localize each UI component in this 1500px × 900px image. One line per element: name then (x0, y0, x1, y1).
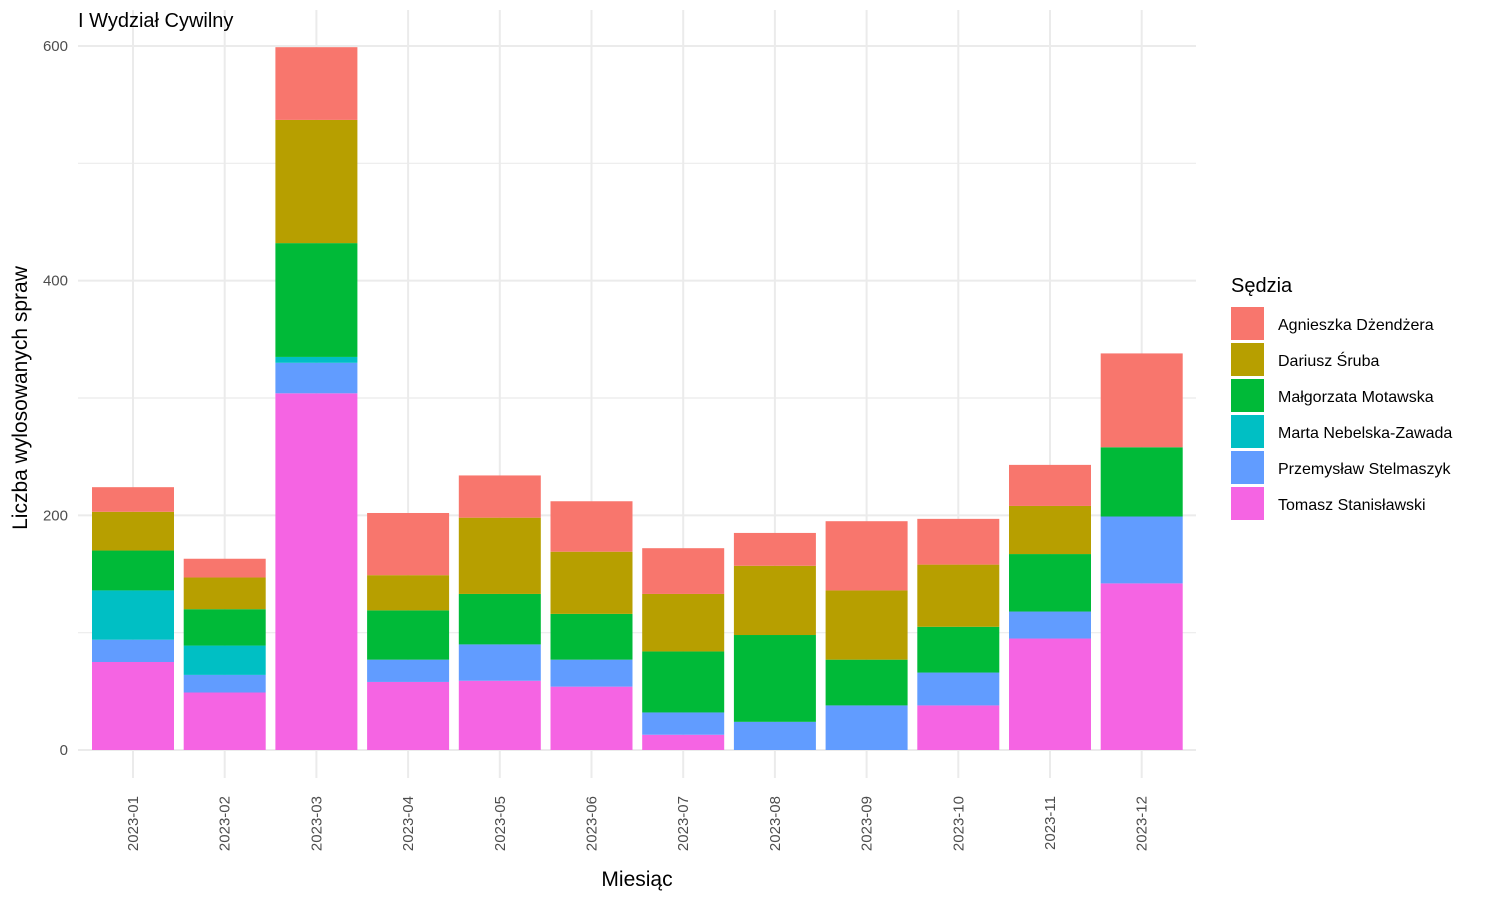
x-tick-label: 2023-12 (1134, 796, 1151, 851)
bar-segment (1009, 611, 1091, 639)
x-axis-ticks: 2023-01 2023-02 2023-03 2023-04 2023-05 2023-… (125, 796, 1151, 851)
bar-segment (550, 551, 633, 614)
bar-segment (1009, 505, 1091, 555)
bar-segment (183, 674, 266, 693)
bar-segment (1100, 583, 1183, 750)
bar-segment (733, 721, 816, 750)
bar-segment (825, 659, 908, 706)
bar-segment (642, 548, 725, 594)
legend-label: Tomasz Stanisławski (1278, 497, 1426, 514)
bar-segment (917, 564, 1000, 627)
bar-segment (275, 393, 358, 750)
x-tick-label: 2023-06 (584, 796, 601, 851)
bar-segment (642, 734, 725, 750)
bar-segment (367, 659, 450, 682)
bar-segment (1100, 447, 1183, 517)
legend-items: Agnieszka Dżendżera Dariusz Śruba Małgorza… (1231, 307, 1452, 520)
bar-segment (458, 680, 541, 750)
x-tick-label: 2023-11 (1042, 796, 1059, 850)
legend-label: Marta Nebelska-Zawada (1278, 425, 1452, 442)
y-tick-label: 200 (43, 507, 68, 524)
y-axis-title: Liczba wylosowanych spraw (9, 265, 32, 530)
bar-segment (550, 613, 633, 660)
bar-segment (1100, 516, 1183, 584)
y-tick-label: 600 (43, 38, 68, 55)
bar-segment (917, 626, 1000, 673)
bar-segment (275, 47, 358, 120)
bar-segment (92, 639, 174, 662)
bar-segment (275, 362, 358, 394)
x-tick-label: 2023-09 (859, 796, 876, 851)
bar-segment (733, 635, 816, 722)
bar-segment (367, 610, 450, 660)
y-axis-ticks: 0 200 400 600 (43, 38, 68, 759)
bar-segment (1100, 353, 1183, 448)
legend-label: Agnieszka Dżendżera (1278, 317, 1434, 334)
legend-swatch (1231, 415, 1264, 448)
x-tick-label: 2023-07 (675, 796, 692, 851)
bar-segment (92, 511, 174, 551)
bar-segment (458, 517, 541, 594)
bar-segment (642, 593, 725, 652)
bar-segment (183, 692, 266, 750)
x-tick-label: 2023-10 (950, 796, 967, 851)
bar-segment (550, 501, 633, 552)
legend-swatch (1231, 487, 1264, 520)
bar-segment (275, 243, 358, 357)
bar-segment (825, 590, 908, 660)
x-tick-label: 2023-02 (217, 796, 234, 851)
bar-segment (733, 532, 816, 566)
x-tick-label: 2023-08 (767, 796, 784, 851)
bar-segment (550, 659, 633, 687)
bar-segment (183, 645, 266, 675)
bar-segment (1009, 464, 1091, 506)
x-tick-label: 2023-04 (400, 796, 417, 851)
x-tick-label: 2023-05 (492, 796, 509, 851)
bar-segment (275, 119, 358, 244)
legend-swatch (1231, 307, 1264, 340)
legend-label: Małgorzata Motawska (1278, 389, 1434, 406)
bar-segment (1009, 638, 1091, 750)
bar-segment (642, 712, 725, 735)
bar-segment (825, 705, 908, 750)
bar-segment (917, 705, 1000, 750)
bar-segment (917, 518, 1000, 565)
y-tick-label: 0 (60, 742, 68, 759)
bar-segment (183, 609, 266, 646)
bar-segment (367, 575, 450, 611)
bars (92, 47, 1183, 750)
legend-swatch (1231, 379, 1264, 412)
bar-segment (458, 593, 541, 645)
x-tick-label: 2023-01 (125, 796, 142, 851)
y-tick-label: 400 (43, 273, 68, 290)
bar-segment (92, 487, 174, 512)
legend: Sędzia Agnieszka Dżendżera Dariusz Śruba M… (1231, 275, 1452, 520)
bar-segment (1009, 554, 1091, 612)
bar-segment (825, 521, 908, 591)
bar-segment (92, 590, 174, 640)
legend-swatch (1231, 343, 1264, 376)
chart-title: I Wydział Cywilny (78, 10, 233, 32)
x-axis-title: Miesiąc (601, 868, 672, 891)
legend-label: Dariusz Śruba (1278, 351, 1379, 370)
legend-title: Sędzia (1231, 275, 1293, 297)
legend-swatch (1231, 451, 1264, 484)
bar-segment (733, 565, 816, 636)
bar-segment (183, 577, 266, 610)
bar-segment (92, 550, 174, 591)
bar-segment (458, 644, 541, 681)
bar-segment (367, 512, 450, 576)
bar-segment (92, 662, 174, 750)
bar-segment (642, 651, 725, 713)
x-tick-label: 2023-03 (308, 796, 325, 851)
bar-segment (458, 475, 541, 518)
bar-segment (917, 672, 1000, 706)
bar-segment (275, 356, 358, 363)
bar-segment (550, 686, 633, 750)
bar-segment (183, 558, 266, 578)
bar-segment (367, 681, 450, 750)
legend-label: Przemysław Stelmaszyk (1278, 461, 1451, 478)
